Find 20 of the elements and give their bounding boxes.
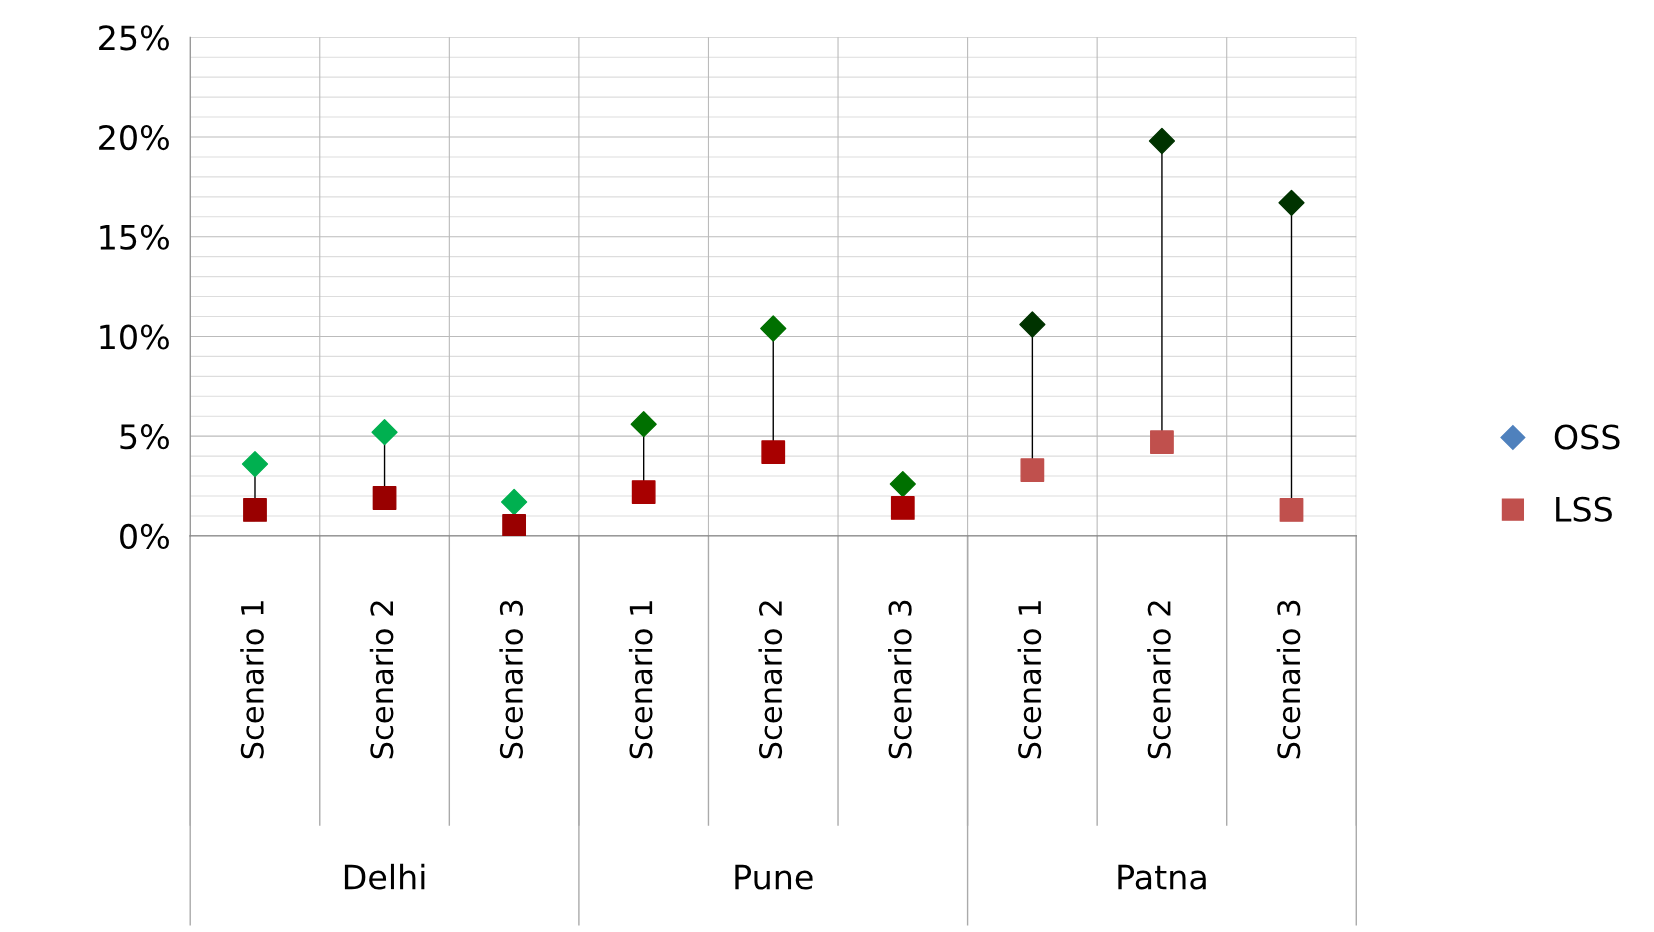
text: Patna bbox=[1118, 864, 1206, 890]
text: Pune bbox=[735, 864, 813, 890]
y-tick-label: 15% bbox=[100, 224, 169, 250]
legend-label: LSS bbox=[1556, 496, 1612, 522]
y-tick-label: 10% bbox=[100, 324, 169, 350]
x-tick-label: Scenario 1 bbox=[628, 601, 653, 759]
text: Delhi bbox=[344, 863, 425, 890]
x-tick-label: Scenario 3 bbox=[1276, 600, 1301, 759]
x-tick-label: Scenario 3 bbox=[499, 600, 523, 759]
y-tick-label: 20% bbox=[99, 124, 169, 151]
y-tick-label: 5% bbox=[120, 424, 169, 450]
x-tick-label: Scenario 2 bbox=[369, 601, 394, 759]
y-tick-label: 25% bbox=[99, 25, 169, 51]
x-tick-label: Scenario 3 bbox=[888, 600, 912, 759]
x-tick-label: Scenario 1 bbox=[1017, 601, 1042, 759]
y-tick-label: 0% bbox=[120, 523, 169, 550]
x-tick-label: Scenario 2 bbox=[1147, 601, 1171, 759]
x-tick-label: Scenario 1 bbox=[240, 601, 264, 759]
x-tick-label: Scenario 2 bbox=[758, 601, 783, 759]
text: OSS bbox=[1554, 424, 1620, 450]
